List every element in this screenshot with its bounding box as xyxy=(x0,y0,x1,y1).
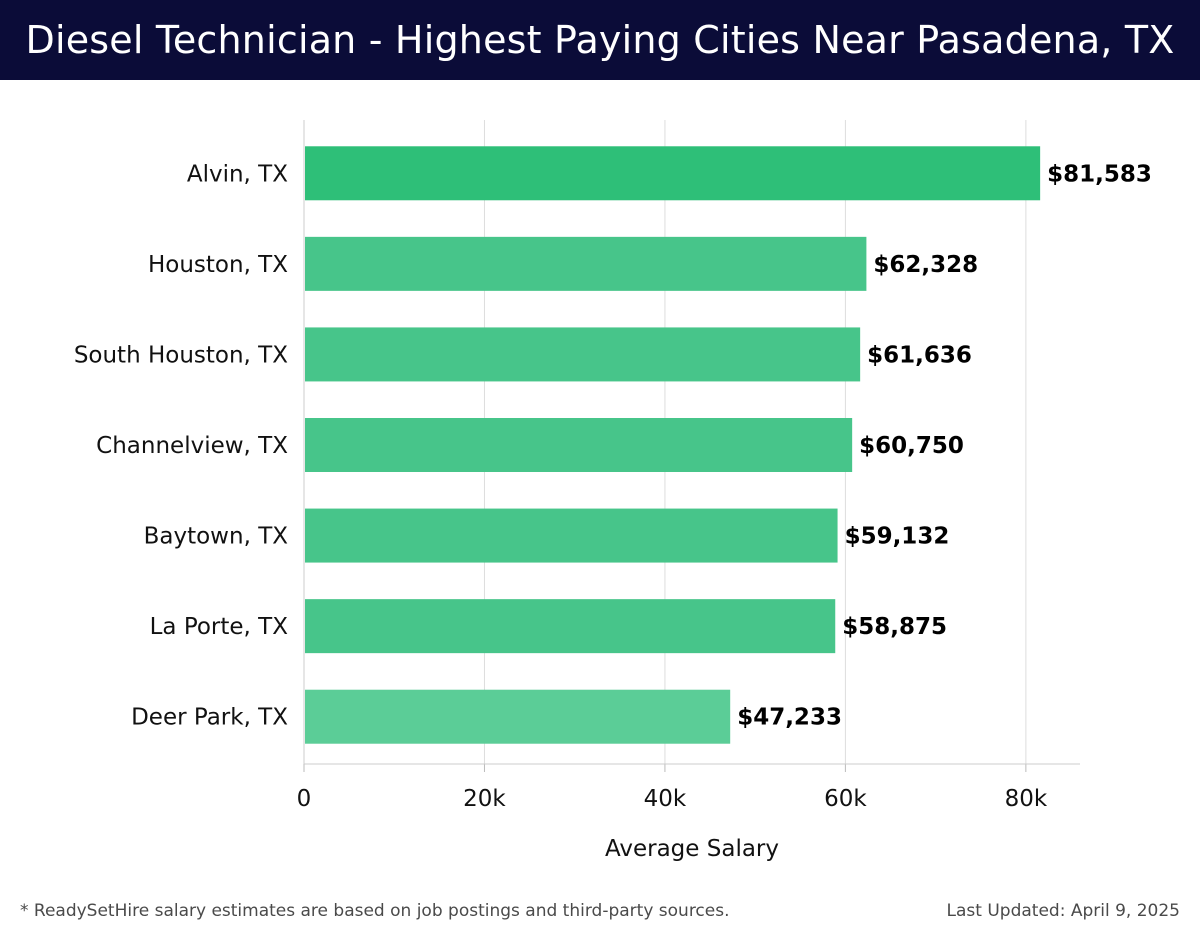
bar xyxy=(305,418,853,472)
category-label: Baytown, TX xyxy=(144,524,289,550)
category-label: Houston, TX xyxy=(148,252,288,278)
bar xyxy=(305,236,867,291)
bar xyxy=(305,689,731,744)
footer-note: * ReadySetHire salary estimates are base… xyxy=(20,901,730,921)
value-label: $60,750 xyxy=(859,433,964,459)
value-label: $47,233 xyxy=(737,705,842,731)
category-label: Channelview, TX xyxy=(96,433,288,459)
x-tick-label: 80k xyxy=(1005,786,1048,812)
last-updated: Last Updated: April 9, 2025 xyxy=(946,901,1180,921)
value-label: $59,132 xyxy=(845,524,950,550)
value-label: $81,583 xyxy=(1047,161,1152,187)
bar xyxy=(305,146,1041,201)
category-label: La Porte, TX xyxy=(150,614,289,640)
x-tick-label: 20k xyxy=(463,786,506,812)
x-tick-label: 0 xyxy=(297,786,312,812)
chart-title: Diesel Technician - Highest Paying Citie… xyxy=(25,18,1175,62)
bar xyxy=(305,327,861,382)
category-label: Alvin, TX xyxy=(187,161,288,187)
bar xyxy=(305,599,836,654)
x-tick-label: 40k xyxy=(644,786,687,812)
chart-header: Diesel Technician - Highest Paying Citie… xyxy=(0,0,1200,80)
value-label: $62,328 xyxy=(873,252,978,278)
category-label: South Houston, TX xyxy=(74,342,288,368)
value-label: $58,875 xyxy=(842,614,947,640)
bar xyxy=(305,508,838,563)
x-axis-title: Average Salary xyxy=(605,836,779,862)
category-label: Deer Park, TX xyxy=(131,705,288,731)
bar-chart: 0 20k 40k 60k 80k Alvin, TX $81,583 Houston, TX… xyxy=(74,120,1152,862)
x-tick-label: 60k xyxy=(824,786,867,812)
value-label: $61,636 xyxy=(867,342,972,368)
